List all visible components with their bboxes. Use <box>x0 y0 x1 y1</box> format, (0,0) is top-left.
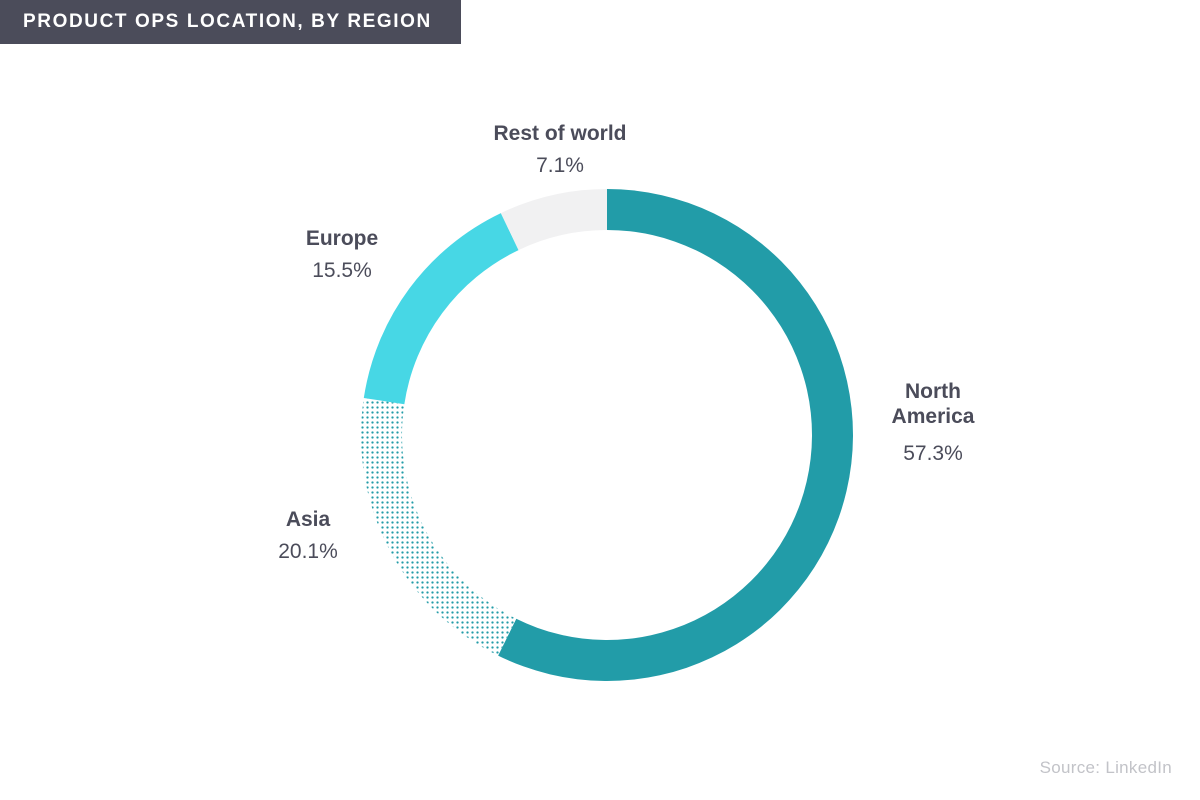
slices-layer <box>361 189 854 681</box>
slice-label: Asia <box>286 508 331 531</box>
donut-slice-europe <box>363 213 519 405</box>
chart-title: PRODUCT OPS LOCATION, BY REGION <box>0 0 461 44</box>
source-note: Source: LinkedIn <box>1039 758 1172 777</box>
donut-slice-rest-of-world <box>500 189 607 251</box>
slice-value-label: 20.1% <box>278 540 338 563</box>
slice-label: Rest of world <box>493 122 626 145</box>
donut-slice-asia <box>361 398 517 656</box>
slice-value-label: 7.1% <box>536 154 584 177</box>
donut-slice-north-america <box>498 189 854 681</box>
slice-value-label: 57.3% <box>903 442 963 465</box>
slice-label: Europe <box>306 227 378 250</box>
slice-label: North <box>905 380 961 403</box>
slice-value-label: 15.5% <box>312 259 372 282</box>
slice-label: America <box>892 405 975 428</box>
